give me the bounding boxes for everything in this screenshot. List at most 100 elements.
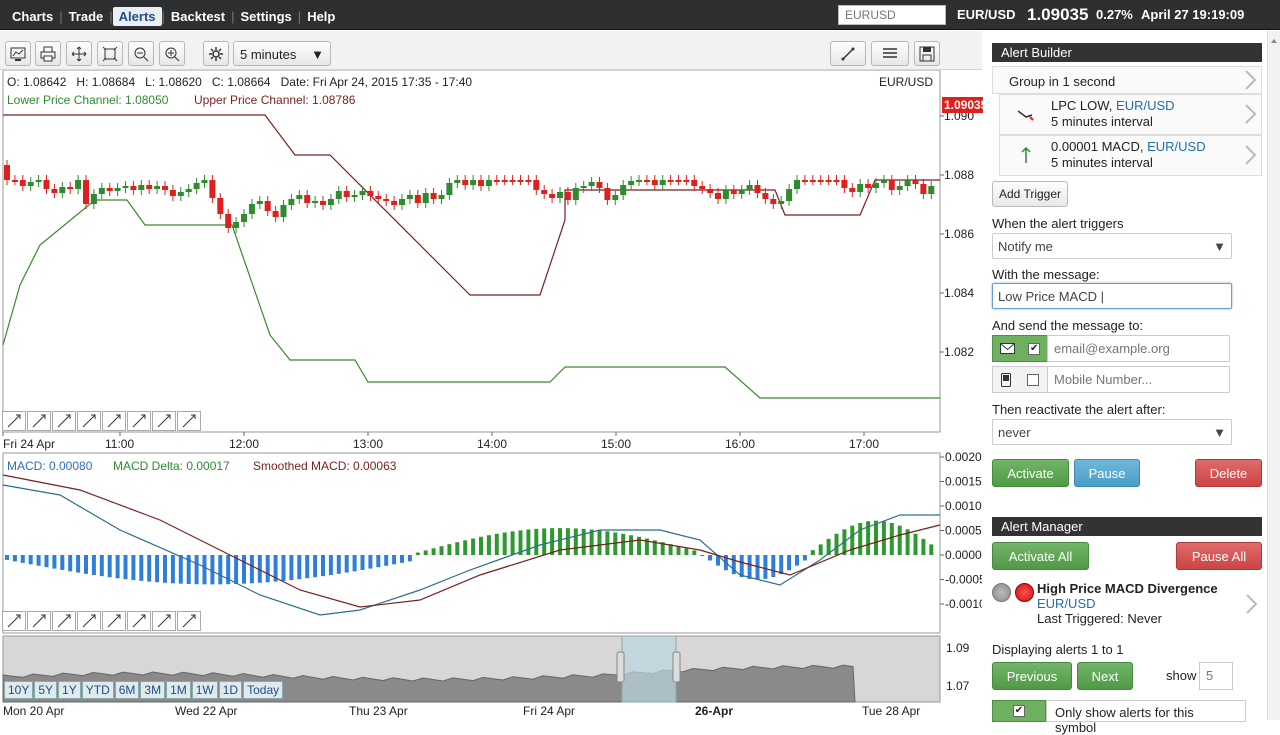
panel-scrollbar[interactable] bbox=[1267, 31, 1280, 720]
ohlc-readout: O: 1.08642 H: 1.08684 L: 1.08620 C: 1.08… bbox=[7, 75, 473, 89]
scroll-up-icon[interactable] bbox=[1268, 35, 1280, 47]
chart-area[interactable]: 1.090 1.088 1.086 1.084 1.082 Fri 24 Apr 11:00… bbox=[0, 70, 992, 720]
macd-histogram-bar bbox=[471, 538, 476, 555]
reactivate-select[interactable]: never ▼ bbox=[992, 419, 1232, 445]
candle-body bbox=[620, 185, 627, 195]
channel-icon[interactable] bbox=[102, 411, 126, 431]
nav-alerts[interactable]: Alerts bbox=[112, 7, 162, 26]
indicators-icon[interactable] bbox=[871, 41, 909, 66]
smoothed-macd-legend: Smoothed MACD: 0.00063 bbox=[253, 459, 397, 473]
alert-pair[interactable]: EUR/USD bbox=[1037, 596, 1096, 611]
fan-icon[interactable] bbox=[52, 611, 76, 631]
macd-tick-label: -0.0005 bbox=[945, 573, 982, 587]
delete-button[interactable]: Delete bbox=[1195, 459, 1262, 487]
message-input[interactable]: Low Price MACD | bbox=[992, 283, 1232, 309]
status-active-icon[interactable] bbox=[1015, 583, 1034, 602]
trend-line-icon[interactable] bbox=[2, 611, 26, 631]
draw-line-icon[interactable] bbox=[830, 41, 866, 66]
when-select[interactable]: Notify me ▼ bbox=[992, 233, 1232, 259]
range-button-10y[interactable]: 10Y bbox=[4, 681, 34, 699]
ray-line-icon[interactable] bbox=[27, 411, 51, 431]
activate-button[interactable]: Activate bbox=[992, 459, 1069, 487]
range-button-1w[interactable]: 1W bbox=[191, 681, 218, 699]
trigger-item[interactable]: 0.00001 MACD, EUR/USD 5 minutes interval bbox=[999, 135, 1262, 176]
candle-body bbox=[801, 180, 808, 182]
settings-gear-icon[interactable] bbox=[203, 41, 229, 66]
symbol-filter-toggle[interactable]: ✔ bbox=[992, 700, 1046, 722]
mobile-toggle[interactable] bbox=[992, 366, 1048, 393]
print-icon[interactable] bbox=[35, 41, 61, 66]
macd-histogram-bar bbox=[52, 555, 57, 569]
range-button-1m[interactable]: 1M bbox=[166, 681, 191, 699]
candle-body bbox=[335, 191, 342, 199]
fit-icon[interactable] bbox=[97, 41, 123, 66]
chevron-right-icon[interactable] bbox=[1243, 69, 1257, 91]
nav-settings[interactable]: Settings bbox=[240, 9, 292, 24]
arc-icon[interactable] bbox=[127, 411, 151, 431]
fan-icon[interactable] bbox=[52, 411, 76, 431]
range-button-today[interactable]: Today bbox=[243, 681, 284, 699]
channel-icon[interactable] bbox=[102, 611, 126, 631]
activate-all-button[interactable]: Activate All bbox=[992, 542, 1089, 570]
wave-icon[interactable] bbox=[152, 411, 176, 431]
range-button-5y[interactable]: 5Y bbox=[34, 681, 58, 699]
move-icon[interactable] bbox=[66, 41, 92, 66]
chevron-right-icon[interactable] bbox=[1243, 103, 1257, 125]
range-button-ytd[interactable]: YTD bbox=[81, 681, 114, 699]
save-icon[interactable] bbox=[914, 41, 940, 66]
interval-select[interactable]: 5 minutes ▼ bbox=[233, 41, 331, 66]
email-field[interactable] bbox=[1047, 335, 1230, 362]
previous-button[interactable]: Previous bbox=[992, 662, 1072, 690]
nav-help[interactable]: Help bbox=[307, 9, 336, 24]
trigger-group[interactable]: Group in 1 second bbox=[992, 66, 1262, 94]
mobile-field[interactable] bbox=[1047, 366, 1230, 393]
zoom-in-icon[interactable] bbox=[159, 41, 185, 66]
nav-trade[interactable]: Trade bbox=[68, 9, 104, 24]
chevron-right-icon[interactable] bbox=[1244, 593, 1258, 615]
pause-button[interactable]: Pause bbox=[1074, 459, 1140, 487]
candle-body bbox=[549, 194, 556, 198]
next-button[interactable]: Next bbox=[1077, 662, 1133, 690]
range-button-6m[interactable]: 6M bbox=[114, 681, 140, 699]
smoothed-macd-line bbox=[2, 474, 941, 608]
trigger-pair[interactable]: EUR/USD bbox=[1116, 98, 1175, 113]
macd-histogram-bar bbox=[644, 538, 649, 555]
range-button-1d[interactable]: 1D bbox=[218, 681, 243, 699]
trigger-item[interactable]: LPC LOW, EUR/USD 5 minutes interval bbox=[999, 94, 1262, 135]
macd-tick-label: 0.0015 bbox=[945, 475, 982, 489]
trigger-pair[interactable]: EUR/USD bbox=[1147, 139, 1206, 154]
add-trigger-button[interactable]: Add Trigger bbox=[992, 181, 1068, 207]
show-count-input[interactable]: 5 bbox=[1199, 662, 1233, 690]
nav-charts[interactable]: Charts bbox=[12, 9, 54, 24]
macd-histogram-bar bbox=[921, 538, 926, 555]
chevron-right-icon[interactable] bbox=[1243, 144, 1257, 166]
chart-view-icon[interactable] bbox=[5, 41, 31, 66]
range-button-3m[interactable]: 3M bbox=[140, 681, 166, 699]
reactivate-label: Then reactivate the alert after: bbox=[992, 402, 1166, 417]
mobile-checkbox[interactable] bbox=[1027, 373, 1039, 386]
macd-histogram-bar bbox=[210, 555, 215, 585]
curve-icon[interactable] bbox=[177, 411, 201, 431]
curve-icon[interactable] bbox=[177, 611, 201, 631]
wave-icon[interactable] bbox=[152, 611, 176, 631]
pause-all-button[interactable]: Pause All bbox=[1176, 542, 1262, 570]
range-button-1y[interactable]: 1Y bbox=[58, 681, 81, 699]
candle-body bbox=[825, 180, 832, 182]
ray-line-icon[interactable] bbox=[27, 611, 51, 631]
time-tick-label: 11:00 bbox=[105, 437, 134, 451]
fib-icon[interactable] bbox=[77, 411, 101, 431]
macd-histogram-bar bbox=[352, 555, 357, 572]
candle-body bbox=[320, 201, 326, 205]
zoom-out-icon[interactable] bbox=[128, 41, 154, 66]
status-inactive-icon[interactable] bbox=[992, 583, 1011, 602]
fib-icon[interactable] bbox=[77, 611, 101, 631]
trend-line-icon[interactable] bbox=[2, 411, 26, 431]
symbol-filter-checkbox[interactable]: ✔ bbox=[1013, 705, 1025, 717]
email-checkbox[interactable]: ✔ bbox=[1028, 342, 1041, 355]
alert-list-item[interactable]: High Price MACD Divergence EUR/USD Last … bbox=[992, 581, 1262, 631]
arc-icon[interactable] bbox=[127, 611, 151, 631]
email-toggle[interactable]: ✔ bbox=[992, 335, 1048, 362]
symbol-search-input[interactable] bbox=[838, 5, 946, 25]
nav-backtest[interactable]: Backtest bbox=[170, 9, 226, 24]
